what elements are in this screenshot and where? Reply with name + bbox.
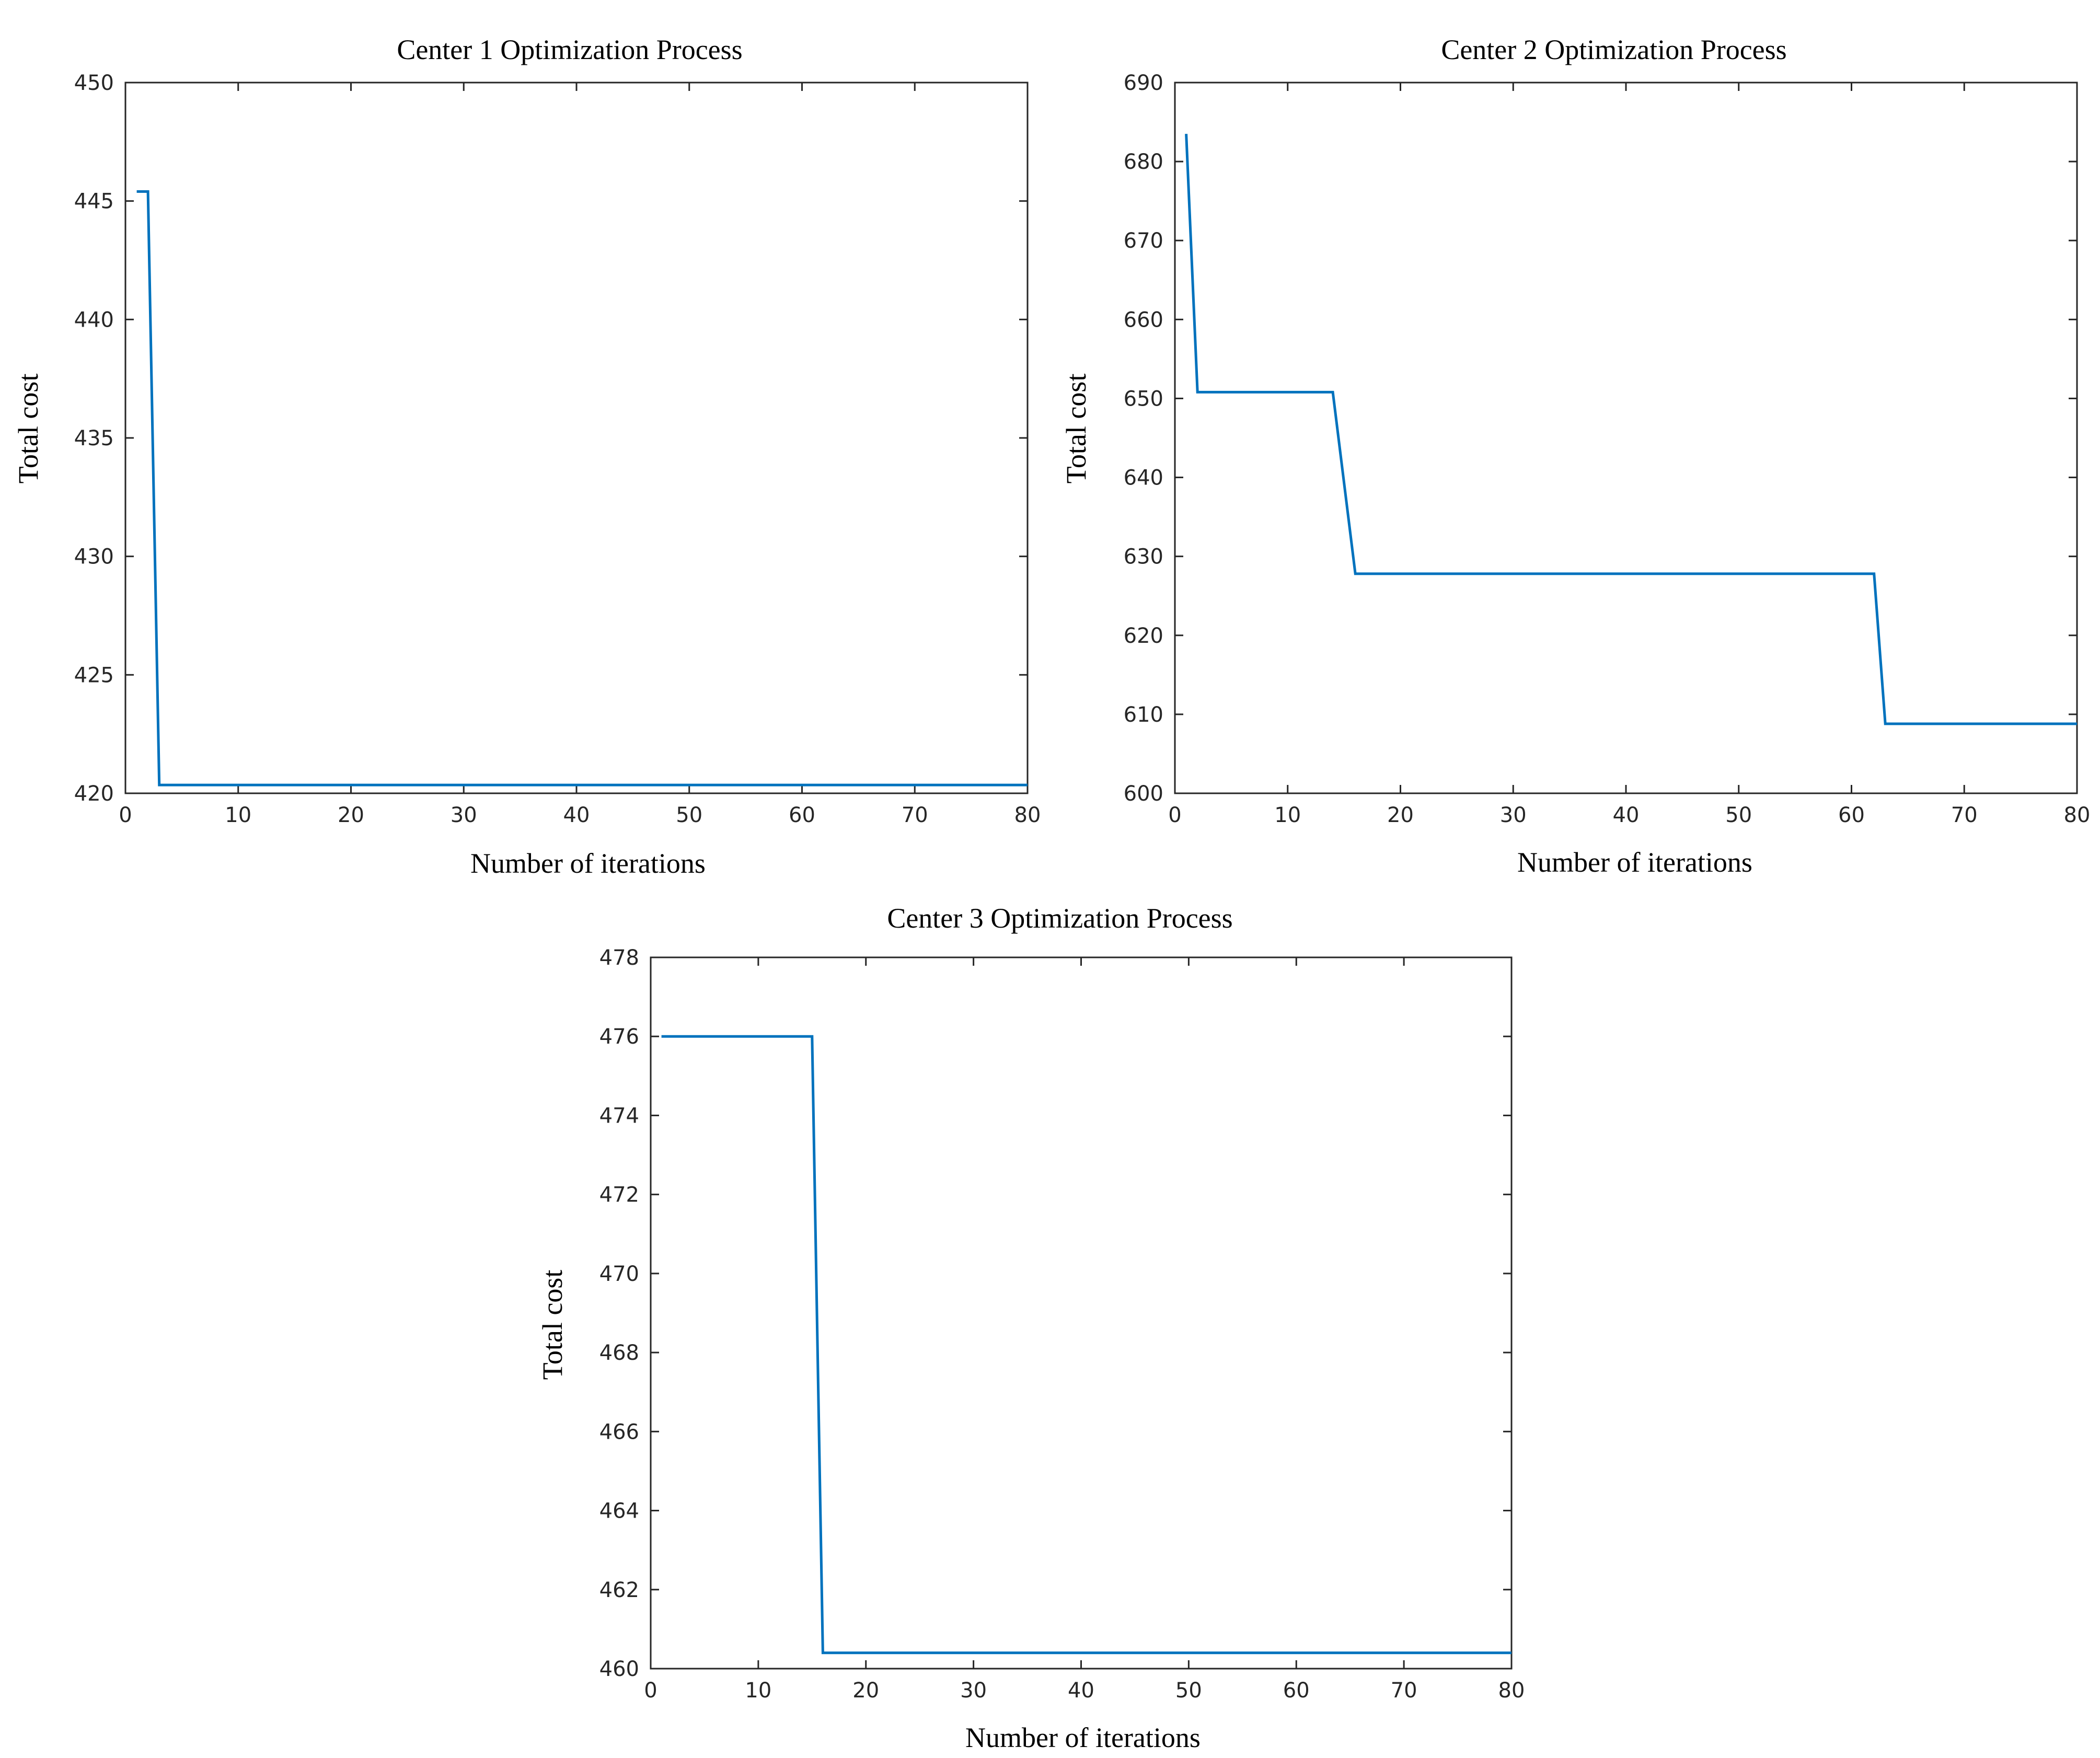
- x-tick-label: 40: [563, 803, 590, 827]
- axes-box: [1174, 82, 2078, 794]
- x-tick-label: 50: [1175, 1679, 1202, 1703]
- y-tick-label: 460: [599, 1657, 639, 1681]
- y-tick-label: 464: [599, 1499, 639, 1523]
- x-tick-label: 10: [225, 803, 251, 827]
- y-axis-label: Total cost: [1060, 374, 1092, 484]
- y-tick-label: 425: [74, 663, 114, 687]
- y-tick-label: 466: [599, 1420, 639, 1444]
- axes-box: [124, 82, 1029, 794]
- chart-panel-center-2: Center 2 Optimization Process Number of …: [1060, 34, 2090, 878]
- x-tick-label: 50: [1725, 803, 1752, 827]
- x-tick-label: 80: [2064, 803, 2091, 827]
- x-tick-label: 0: [119, 803, 132, 827]
- y-tick-label: 476: [599, 1025, 639, 1049]
- x-tick-label: 10: [1274, 803, 1301, 827]
- x-tick-label: 60: [789, 803, 815, 827]
- y-tick-label: 620: [1124, 624, 1163, 648]
- chart-title: Center 3 Optimization Process: [887, 903, 1232, 934]
- y-tick-label: 430: [74, 545, 114, 569]
- y-tick-label: 690: [1124, 71, 1163, 95]
- x-tick-label: 0: [1168, 803, 1181, 827]
- y-tick-label: 650: [1124, 387, 1163, 411]
- x-axis-label: Number of iterations: [1517, 847, 1752, 878]
- y-tick-label: 680: [1124, 150, 1163, 174]
- x-tick-label: 70: [1951, 803, 1978, 827]
- x-tick-label: 60: [1838, 803, 1865, 827]
- y-tick-label: 435: [74, 426, 114, 450]
- x-tick-label: 40: [1068, 1679, 1094, 1703]
- x-tick-label: 0: [644, 1679, 657, 1703]
- series-line: [136, 190, 1028, 787]
- x-tick-label: 20: [338, 803, 364, 827]
- x-tick-label: 20: [852, 1679, 879, 1703]
- y-tick-label: 470: [599, 1262, 639, 1286]
- y-axis-label: Total cost: [537, 1270, 568, 1380]
- series-line: [661, 1035, 1511, 1655]
- chart-title: Center 1 Optimization Process: [397, 34, 742, 65]
- x-tick-label: 80: [1014, 803, 1041, 827]
- x-tick-label: 70: [1391, 1679, 1417, 1703]
- chart-panel-center-3: Center 3 Optimization Process Number of …: [537, 903, 1525, 1753]
- y-tick-label: 660: [1124, 308, 1163, 332]
- x-tick-label: 30: [451, 803, 477, 827]
- y-tick-label: 450: [74, 71, 114, 95]
- y-tick-label: 468: [599, 1341, 639, 1365]
- series-line: [1185, 134, 2077, 725]
- y-tick-label: 472: [599, 1183, 639, 1207]
- y-tick-label: 640: [1124, 466, 1163, 490]
- x-tick-label: 20: [1387, 803, 1414, 827]
- x-axis-label: Number of iterations: [965, 1722, 1201, 1753]
- y-tick-label: 610: [1124, 703, 1163, 727]
- x-tick-label: 30: [960, 1679, 987, 1703]
- y-tick-label: 462: [599, 1578, 639, 1602]
- chart-title: Center 2 Optimization Process: [1441, 34, 1786, 65]
- y-tick-label: 420: [74, 782, 114, 806]
- x-tick-label: 80: [1498, 1679, 1525, 1703]
- x-tick-label: 30: [1500, 803, 1527, 827]
- y-tick-label: 600: [1124, 782, 1163, 806]
- x-tick-label: 60: [1283, 1679, 1310, 1703]
- x-tick-label: 70: [902, 803, 928, 827]
- x-axis-label: Number of iterations: [470, 848, 706, 879]
- x-tick-label: 50: [676, 803, 702, 827]
- y-axis-label: Total cost: [13, 374, 44, 484]
- y-tick-label: 445: [74, 190, 114, 214]
- y-tick-label: 474: [599, 1104, 639, 1128]
- axes-box: [650, 956, 1513, 1670]
- chart-panel-center-1: Center 1 Optimization Process Number of …: [13, 34, 1041, 879]
- y-tick-label: 670: [1124, 229, 1163, 253]
- y-tick-label: 630: [1124, 545, 1163, 569]
- y-tick-label: 478: [599, 946, 639, 970]
- x-tick-label: 10: [745, 1679, 771, 1703]
- y-tick-label: 440: [74, 308, 114, 332]
- x-tick-label: 40: [1613, 803, 1640, 827]
